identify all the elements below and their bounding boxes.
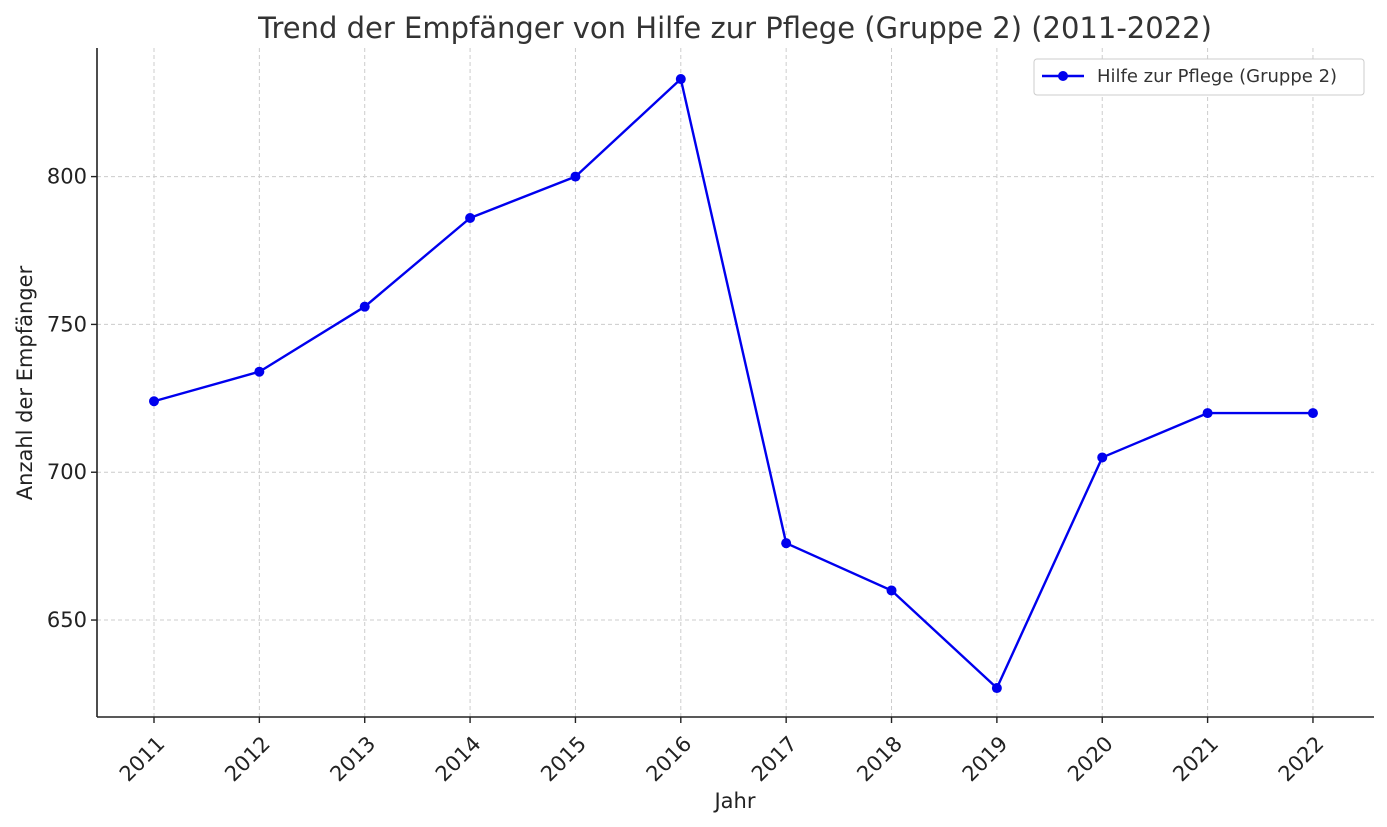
x-tick-label: 2021 [1168, 732, 1223, 787]
data-point [359, 301, 370, 312]
x-tick-label: 2018 [852, 732, 907, 787]
axes [96, 48, 1374, 718]
y-tick-label: 650 [47, 608, 87, 632]
grid [97, 48, 1374, 717]
data-point [675, 74, 686, 85]
data-point [149, 396, 159, 407]
series-line [153, 77, 1313, 690]
x-tick-label: 2014 [431, 732, 486, 787]
data-point [991, 683, 1002, 694]
data-point [465, 212, 476, 223]
x-axis-title: Jahr [712, 789, 755, 813]
chart-title: Trend der Empfänger von Hilfe zur Pflege… [257, 11, 1212, 45]
y-tick-label: 750 [47, 312, 87, 336]
x-tick-label: 2016 [642, 732, 697, 787]
x-tick-label: 2015 [536, 732, 591, 787]
y-ticks: 650 700 750 800 [47, 165, 97, 632]
x-tick-label: 2011 [115, 732, 170, 787]
x-tick-label: 2020 [1063, 732, 1118, 787]
x-tick-label: 2017 [747, 732, 802, 787]
data-point [570, 171, 581, 182]
x-tick-label: 2019 [958, 732, 1013, 787]
legend-marker [1058, 71, 1068, 81]
series-group [149, 74, 1318, 694]
y-tick-label: 700 [47, 460, 87, 484]
legend-box [1033, 58, 1365, 96]
data-point [781, 538, 792, 549]
y-axis-title: Anzahl der Empfänger [13, 265, 37, 500]
x-tick-label: 2012 [220, 732, 275, 787]
data-point [1097, 452, 1108, 463]
x-ticks: 2011 2012 2013 2014 2015 2016 2017 2018 2019 2020… [115, 717, 1329, 787]
y-tick-label: 800 [47, 165, 87, 189]
legend: Hilfe zur Pflege (Gruppe 2) [1033, 58, 1365, 96]
data-point [254, 366, 265, 377]
data-point [1307, 408, 1318, 419]
legend-label: Hilfe zur Pflege (Gruppe 2) [1097, 66, 1337, 87]
x-tick-label: 2022 [1274, 732, 1329, 787]
data-point [1202, 408, 1213, 419]
data-point [886, 585, 897, 596]
x-tick-label: 2013 [325, 732, 380, 787]
